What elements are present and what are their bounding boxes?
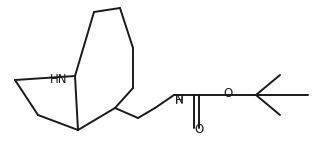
Text: N: N [175,93,184,106]
Text: O: O [194,123,204,136]
Text: H: H [175,94,184,107]
Text: O: O [223,87,233,100]
Text: HN: HN [50,73,67,86]
